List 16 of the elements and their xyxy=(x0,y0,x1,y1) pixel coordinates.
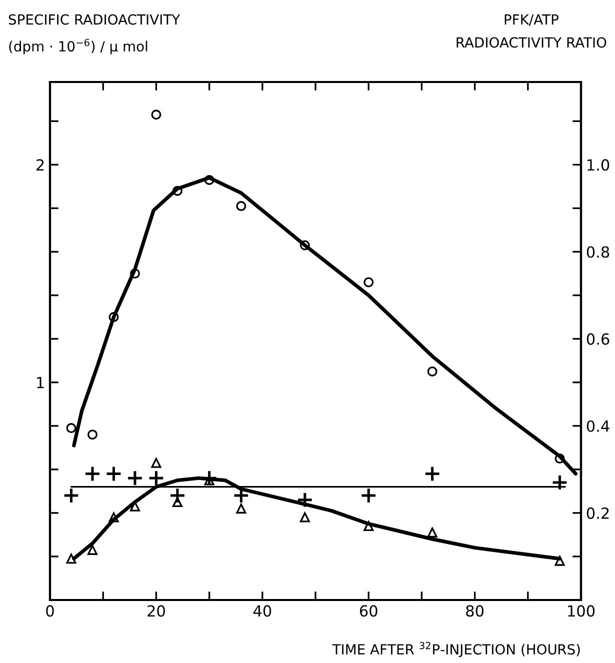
x-tick-label: 40 xyxy=(253,605,272,617)
y2-tick-label: 0.6 xyxy=(586,333,610,345)
y2-axis-title: PFK/ATP RADIOACTIVITY RATIO xyxy=(456,14,606,48)
y2-tick-label: 0.4 xyxy=(586,420,610,432)
y-tick-label: 2 xyxy=(36,159,44,171)
x-tick-label: 0 xyxy=(46,605,54,617)
y2-tick-label: 1.0 xyxy=(588,159,610,171)
y-tick-label: 1 xyxy=(37,377,44,388)
y-axis-title: SPECIFIC RADIOACTIVITY (dpm · 10$^{−6}$) / µ mol xyxy=(8,14,180,54)
y2-tick-label: 0.2 xyxy=(586,507,609,519)
x-tick-label: 20 xyxy=(148,605,165,617)
x-tick-label: 60 xyxy=(360,605,378,617)
x-tick-label: 100 xyxy=(568,605,595,617)
x-axis-title: TIME AFTER $^{32}$P-INJECTION (HOURS) xyxy=(332,642,580,658)
y2-tick-label: 0.8 xyxy=(586,246,610,258)
x-tick-label: 80 xyxy=(466,605,484,617)
